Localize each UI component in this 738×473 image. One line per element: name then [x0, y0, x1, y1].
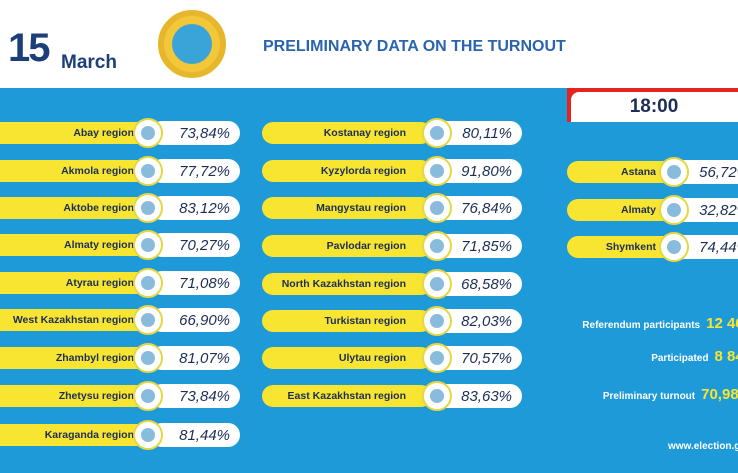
summary-row: Preliminary turnout 70,98%: [603, 386, 738, 403]
region-name: Shymkent: [567, 236, 682, 258]
turnout: 71,08%: [150, 271, 240, 295]
region-logo: [133, 268, 163, 298]
emblem: [158, 10, 226, 78]
region-logo: [422, 156, 452, 186]
region-name: Mangystau region: [262, 197, 432, 219]
region-logo: [422, 118, 452, 148]
month: March: [61, 52, 117, 73]
region-logo: [422, 193, 452, 223]
region-logo: [133, 305, 163, 335]
region-logo: [659, 157, 689, 187]
region-logo: [133, 343, 163, 373]
turnout: 70,27%: [150, 233, 240, 257]
time: 18:00: [629, 96, 679, 117]
region-name: Pavlodar region: [262, 235, 432, 257]
turnout: 73,84%: [150, 121, 240, 145]
summary-row: Referendum participants 12 461: [582, 315, 738, 332]
region-logo: [133, 420, 163, 450]
region-name: Kostanay region: [262, 122, 432, 144]
region-name: Atyrau region: [0, 272, 160, 294]
region-logo: [422, 231, 452, 261]
turnout: 81,07%: [150, 346, 240, 370]
region-logo: [133, 156, 163, 186]
region-name: North Kazakhstan region: [262, 273, 432, 295]
summary-value: 70,98%: [701, 386, 738, 403]
region-logo: [422, 381, 452, 411]
region-name: Kyzylorda region: [262, 160, 432, 182]
region-name: Karaganda region: [0, 424, 160, 446]
region-name: Ulytau region: [262, 347, 432, 369]
turnout: 66,90%: [150, 308, 240, 332]
region-name: Astana: [567, 161, 682, 183]
title: PRELIMINARY DATA ON THE TURNOUT: [263, 38, 566, 55]
summary-value: 8 845: [714, 348, 738, 365]
region-name: Zhambyl region: [0, 347, 160, 369]
region-name: Akmola region: [0, 160, 160, 182]
summary-label: Participated: [651, 353, 709, 364]
region-logo: [422, 306, 452, 336]
region-name: Almaty: [567, 199, 682, 221]
region-logo: [422, 343, 452, 373]
day: 15: [8, 26, 50, 70]
turnout: 81,44%: [150, 423, 240, 447]
region-name: Almaty region: [0, 234, 160, 256]
time-box: 18:00: [567, 88, 738, 122]
summary-value: 12 461: [706, 315, 738, 332]
region-logo: [659, 232, 689, 262]
region-logo: [659, 195, 689, 225]
region-logo: [133, 381, 163, 411]
website: www.election.g: [668, 441, 738, 452]
summary-row: Participated 8 845: [651, 348, 738, 365]
region-name: West Kazakhstan region: [0, 309, 160, 331]
region-logo: [133, 230, 163, 260]
turnout: 77,72%: [150, 159, 240, 183]
summary-label: Preliminary turnout: [602, 391, 696, 402]
summary-label: Referendum participants: [582, 320, 701, 331]
region-name: Aktobe region: [0, 197, 160, 219]
region-name: Abay region: [0, 122, 160, 144]
region-name: East Kazakhstan region: [262, 385, 432, 407]
turnout: 83,12%: [150, 196, 240, 220]
region-logo: [422, 269, 452, 299]
region-name: Turkistan region: [262, 310, 432, 332]
region-name: Zhetysu region: [0, 385, 160, 407]
region-logo: [133, 193, 163, 223]
region-logo: [133, 118, 163, 148]
turnout: 73,84%: [150, 384, 240, 408]
